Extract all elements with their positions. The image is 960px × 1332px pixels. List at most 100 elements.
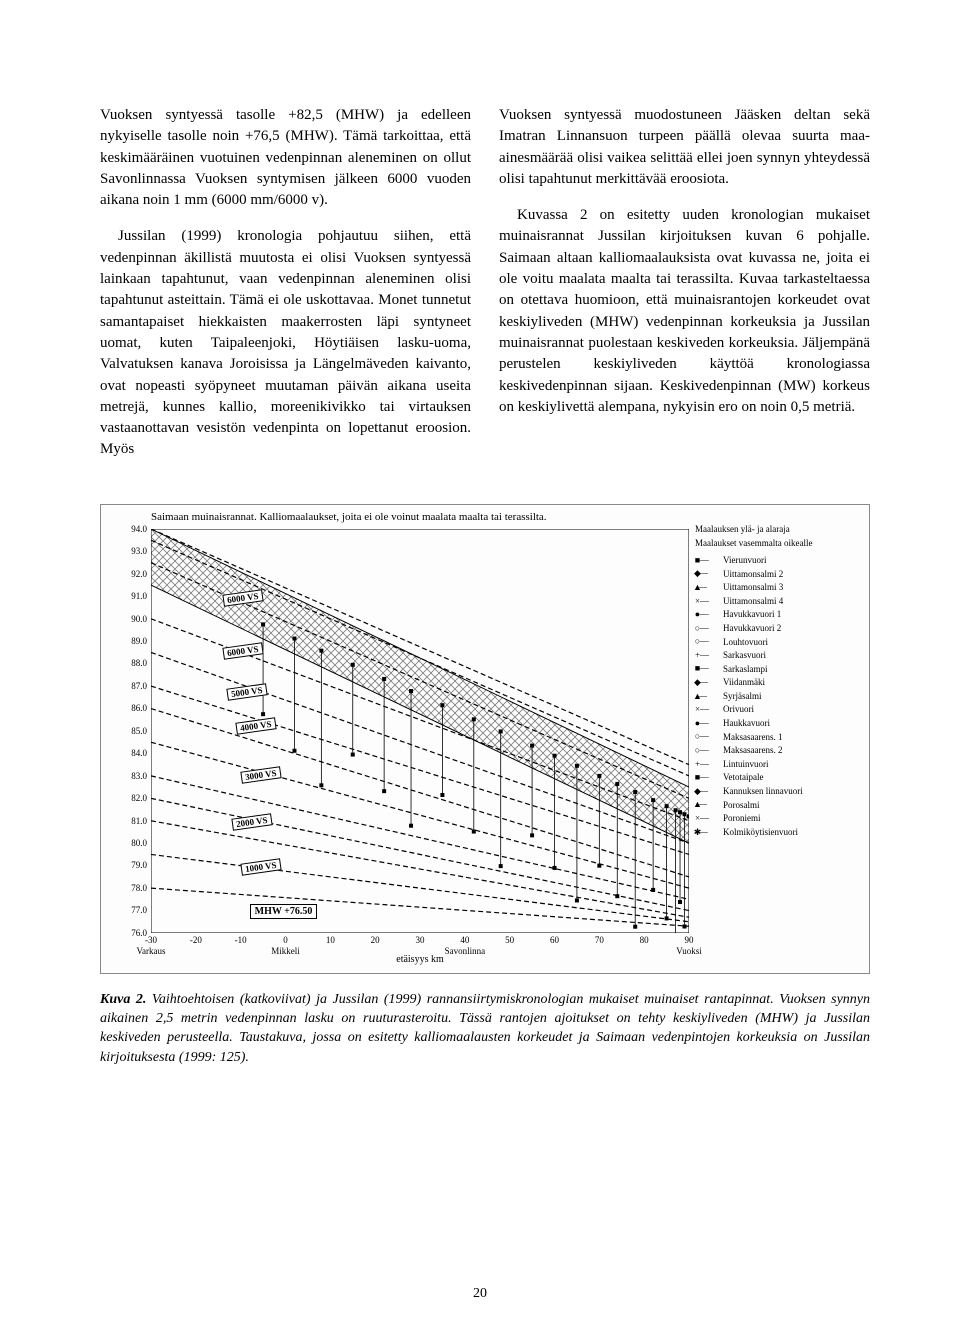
legend-item: —▲ Syrjäsalmi <box>695 690 863 703</box>
legend-label: Haukkavuori <box>723 717 770 730</box>
x-tick: -10 <box>235 935 247 945</box>
x-tick: 0 <box>283 935 288 945</box>
legend-item: —○ Maksasaarens. 1 <box>695 731 863 744</box>
y-tick: 89.0 <box>131 636 147 646</box>
y-tick: 93.0 <box>131 546 147 556</box>
y-tick: 80.0 <box>131 838 147 848</box>
legend-label: Syrjäsalmi <box>723 690 762 703</box>
legend-item: —✱ Kolmiköytisienvuori <box>695 826 863 839</box>
x-sublabel: Vuoksi <box>676 946 701 956</box>
x-tick: 70 <box>595 935 604 945</box>
legend-marker-icon: —● <box>695 719 719 727</box>
y-tick: 91.0 <box>131 591 147 601</box>
legend-item: —▲Uittamonsalmi 3 <box>695 581 863 594</box>
paragraph: Jussilan (1999) kronologia pohjautuu sii… <box>100 226 471 460</box>
chart-title: Saimaan muinaisrannat. Kalliomaalaukset,… <box>151 511 547 523</box>
y-tick: 85.0 <box>131 726 147 736</box>
legend-marker-icon: —■ <box>695 774 719 782</box>
y-tick: 92.0 <box>131 569 147 579</box>
text-columns: Vuoksen syntyessä tasolle +82,5 (MHW) ja… <box>100 90 870 476</box>
legend-header: Maalaukset vasemmalta oikealle <box>695 537 863 550</box>
y-tick: 83.0 <box>131 771 147 781</box>
y-tick: 81.0 <box>131 816 147 826</box>
caption-lead: Kuva 2. <box>100 992 146 1007</box>
plot-svg <box>151 529 689 933</box>
right-column: Vuoksen syntyessä muodostuneen Jääsken d… <box>499 90 870 476</box>
caption-text: Vaihtoehtoisen (katkoviivat) ja Jussilan… <box>100 992 870 1065</box>
legend-marker-icon: —◆ <box>695 679 719 687</box>
legend-marker-icon: —× <box>695 706 719 714</box>
legend-marker-icon: —✱ <box>695 828 719 836</box>
legend-label: Uittamonsalmi 2 <box>723 568 783 581</box>
legend-label: Lintuinvuori <box>723 758 769 771</box>
x-sublabel: Savonlinna <box>445 946 486 956</box>
legend-label: Havukkavuori 2 <box>723 622 781 635</box>
legend-marker-icon: —○ <box>695 747 719 755</box>
y-tick: 84.0 <box>131 748 147 758</box>
legend-label: Maksasaarens. 2 <box>723 744 782 757</box>
legend-label: Maksasaarens. 1 <box>723 731 782 744</box>
y-tick: 82.0 <box>131 793 147 803</box>
x-tick: 50 <box>505 935 514 945</box>
legend-marker-icon: —▲ <box>695 801 719 809</box>
legend-marker-icon: —× <box>695 815 719 823</box>
y-tick: 79.0 <box>131 860 147 870</box>
legend-label: Viidanmäki <box>723 676 765 689</box>
plot-area: 6000 VS6000 VS5000 VS4000 VS3000 VS2000 … <box>151 529 689 933</box>
paragraph: Vuoksen syntyessä muodostuneen Jääsken d… <box>499 105 870 190</box>
legend-item: —× Orivuori <box>695 703 863 716</box>
x-tick: -20 <box>190 935 202 945</box>
legend-label: Kolmiköytisienvuori <box>723 826 798 839</box>
legend-item: —+ Sarkasvuori <box>695 649 863 662</box>
figure-caption: Kuva 2. Vaihtoehtoisen (katkoviivat) ja … <box>100 990 870 1067</box>
legend-item: —×Uittamonsalmi 4 <box>695 595 863 608</box>
legend-item: —■Sarkaslampi <box>695 663 863 676</box>
legend-marker-icon: —+ <box>695 760 719 768</box>
paragraph: Kuvassa 2 on esitetty uuden kronologian … <box>499 205 870 418</box>
legend-marker-icon: —○ <box>695 638 719 646</box>
paragraph: Vuoksen syntyessä tasolle +82,5 (MHW) ja… <box>100 105 471 211</box>
legend-item: —○ Havukkavuori 2 <box>695 622 863 635</box>
legend-item: —◆ Viidanmäki <box>695 676 863 689</box>
y-tick: 87.0 <box>131 681 147 691</box>
legend: Maalauksen ylä- ja alaraja Maalaukset va… <box>695 523 863 840</box>
y-tick: 77.0 <box>131 905 147 915</box>
legend-label: Vetotaipale <box>723 771 763 784</box>
y-tick: 90.0 <box>131 614 147 624</box>
x-tick: 60 <box>550 935 559 945</box>
x-sublabel: Mikkeli <box>271 946 300 956</box>
legend-marker-icon: —▲ <box>695 692 719 700</box>
legend-marker-icon: —○ <box>695 733 719 741</box>
legend-label: Poroniemi <box>723 812 761 825</box>
legend-item: —■Vierunvuori <box>695 554 863 567</box>
x-tick: 80 <box>640 935 649 945</box>
legend-item: —× Poroniemi <box>695 812 863 825</box>
legend-item: —+ Lintuinvuori <box>695 758 863 771</box>
legend-marker-icon: —+ <box>695 651 719 659</box>
x-axis: etäisyys km -30-20-100102030405060708090… <box>151 935 689 963</box>
legend-item: —●Havukkavuori 1 <box>695 608 863 621</box>
x-tick: 20 <box>371 935 380 945</box>
legend-marker-icon: —■ <box>695 665 719 673</box>
legend-label: Kannuksen linnavuori <box>723 785 803 798</box>
x-tick: 30 <box>416 935 425 945</box>
legend-header: Maalauksen ylä- ja alaraja <box>695 523 863 536</box>
page: Vuoksen syntyessä tasolle +82,5 (MHW) ja… <box>0 0 960 1332</box>
y-tick: 88.0 <box>131 658 147 668</box>
legend-label: Orivuori <box>723 703 754 716</box>
left-column: Vuoksen syntyessä tasolle +82,5 (MHW) ja… <box>100 90 471 476</box>
y-axis: 94.093.092.091.090.089.088.087.086.085.0… <box>107 529 147 933</box>
legend-item: —○ Maksasaarens. 2 <box>695 744 863 757</box>
x-axis-label: etäisyys km <box>396 954 444 965</box>
legend-item: —▲Porosalmi <box>695 799 863 812</box>
legend-label: Sarkasvuori <box>723 649 766 662</box>
legend-item: —◆Kannuksen linnavuori <box>695 785 863 798</box>
x-tick: 40 <box>460 935 469 945</box>
y-tick: 86.0 <box>131 703 147 713</box>
legend-marker-icon: —■ <box>695 556 719 564</box>
legend-label: Havukkavuori 1 <box>723 608 781 621</box>
x-tick: 90 <box>685 935 694 945</box>
legend-label: Louhtovuori <box>723 636 768 649</box>
legend-item: —■ Vetotaipale <box>695 771 863 784</box>
legend-marker-icon: —○ <box>695 624 719 632</box>
